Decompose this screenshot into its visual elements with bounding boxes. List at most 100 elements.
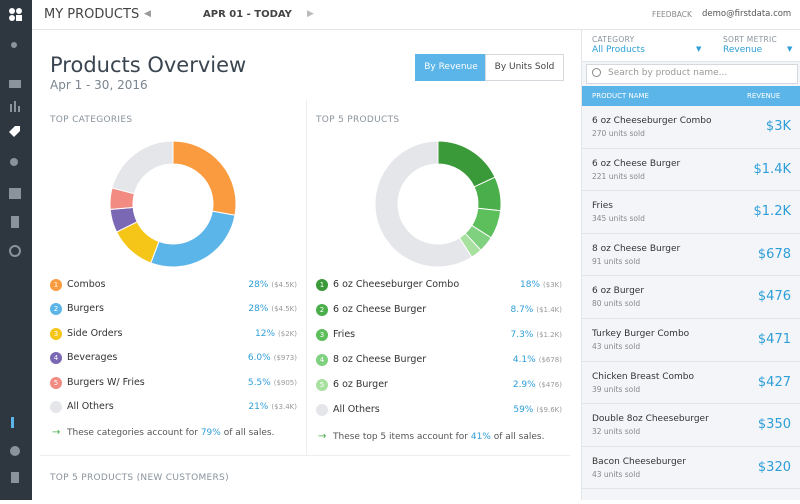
product-name: 6 oz Cheeseburger Combo <box>592 116 712 126</box>
revenue: $678 <box>757 246 791 262</box>
donut-segment[interactable] <box>111 140 174 195</box>
page-title: Products Overview <box>50 53 247 77</box>
donut-segment[interactable] <box>172 140 237 216</box>
user-email[interactable]: demo@firstdata.com <box>702 9 792 19</box>
sort-select[interactable]: Revenue <box>723 45 763 55</box>
units-sold: 345 units sold <box>592 214 645 224</box>
product-name: Double 8oz Cheeseburger <box>592 414 709 425</box>
sidebar-icons <box>9 8 22 483</box>
category-label: CATEGORY <box>592 35 635 44</box>
item-name[interactable]: Fries <box>333 329 356 340</box>
share-label: 21% <box>248 402 269 412</box>
next-arrow[interactable]: ▶ <box>307 9 314 19</box>
item-name[interactable]: 8 oz Cheese Burger <box>333 354 427 365</box>
item-name[interactable]: All Others <box>333 404 380 415</box>
units-sold: 43 units sold <box>592 342 641 351</box>
product-row[interactable] <box>582 361 800 405</box>
rank-badge: 2 <box>316 304 328 316</box>
rank-badge: 1 <box>50 279 62 291</box>
revenue: $1.2K <box>753 204 791 220</box>
column-header[interactable]: PRODUCT NAME <box>592 92 649 100</box>
units-sold: 270 units sold <box>592 129 645 138</box>
item-name[interactable]: Burgers W/ Fries <box>67 376 145 388</box>
item-value: 28% ($4.5K) <box>248 280 297 290</box>
item-value: 4.1% ($678) <box>513 355 562 365</box>
item-name[interactable]: Beverages <box>67 352 118 364</box>
item-value: 59% ($9.6K) <box>513 405 562 415</box>
page-subtitle: Apr 1 - 30, 2016 <box>50 78 148 92</box>
units-sold: 43 units sold <box>592 469 641 479</box>
item-value: 2.9% ($476) <box>513 380 562 390</box>
sort-label: SORT METRIC <box>723 35 778 44</box>
footnote-part: 79% <box>200 428 221 439</box>
share-label: 28% <box>248 280 269 290</box>
product-name: 6 oz Burger <box>592 286 645 297</box>
rank-badge: 1 <box>316 279 328 291</box>
item-value: 8.7% ($1.4K) <box>510 305 562 315</box>
amount: ($678) <box>538 356 562 364</box>
share-label: 5.5% <box>247 377 271 388</box>
revenue: $471 <box>757 332 791 347</box>
donut-segment[interactable] <box>150 210 236 268</box>
rank-badge: 2 <box>50 303 62 316</box>
item-name[interactable]: All Others <box>67 401 114 412</box>
rank-badge: 5 <box>50 376 62 389</box>
item-name[interactable]: 6 oz Cheese Burger <box>333 304 427 315</box>
category-select[interactable]: All Products <box>592 45 645 55</box>
divider <box>306 100 307 455</box>
product-row[interactable] <box>582 233 800 277</box>
amount: ($9.6K) <box>536 406 562 414</box>
button-units[interactable]: By Units Sold <box>485 54 564 81</box>
amount: ($905) <box>273 378 297 387</box>
feedback[interactable]: FEEDBACK <box>652 10 692 19</box>
item-value: 7.3% ($1.2K) <box>510 330 562 340</box>
footnote-part: These categories account for <box>67 428 201 439</box>
units-sold: 80 units sold <box>592 299 641 309</box>
item-name[interactable]: Burgers <box>67 303 105 315</box>
amount: ($1.4K) <box>536 306 562 314</box>
amount: ($4.5K) <box>271 305 297 314</box>
top-bar: MY PRODUCTS ◀ APR 01 - TODAY ▶ FEEDBACK … <box>32 0 800 30</box>
product-name: Fries <box>592 201 613 212</box>
amount: ($1.2K) <box>536 331 562 339</box>
product-row[interactable] <box>582 106 800 149</box>
donut-charts <box>109 140 502 268</box>
share-label: 6.0% <box>247 353 271 364</box>
date-range[interactable]: APR 01 - TODAY <box>203 9 292 20</box>
dropdown-arrow: ▼ <box>696 45 702 53</box>
search-icon <box>592 68 601 77</box>
item-value: 18% ($3K) <box>520 280 562 290</box>
rank-badge: 3 <box>316 329 328 341</box>
share-label: 7.3% <box>510 330 534 340</box>
section-title: TOP 5 PRODUCTS (NEW CUSTOMERS) <box>50 473 229 483</box>
amount: ($973) <box>273 354 297 363</box>
item-name[interactable]: 6 oz Burger <box>333 379 388 390</box>
app-title: MY PRODUCTS <box>44 7 140 22</box>
product-row[interactable] <box>582 276 800 319</box>
item-name[interactable]: Side Orders <box>67 327 123 339</box>
units-sold: 39 units sold <box>592 384 641 394</box>
item-value: 5.5% ($905) <box>248 378 297 388</box>
column-header[interactable]: REVENUE <box>747 92 781 100</box>
amount: ($3.4K) <box>271 403 297 411</box>
product-row[interactable] <box>582 319 800 362</box>
product-row[interactable] <box>582 191 800 234</box>
arrow: → <box>318 431 327 442</box>
rank-badge: 4 <box>316 354 328 366</box>
search-box[interactable] <box>586 64 798 84</box>
prev-arrow[interactable]: ◀ <box>144 9 151 19</box>
item-name[interactable]: Combos <box>67 279 106 290</box>
share-label: 8.7% <box>510 305 534 315</box>
share-label: 4.1% <box>512 355 536 365</box>
product-row[interactable] <box>582 446 800 490</box>
revenue: $476 <box>757 289 791 305</box>
item-name[interactable]: 6 oz Cheeseburger Combo <box>333 279 460 290</box>
product-row[interactable] <box>582 404 800 447</box>
donut-segment[interactable] <box>374 140 473 268</box>
share-label: 59% <box>513 405 534 415</box>
product-row[interactable] <box>582 148 800 192</box>
item-value: 21% ($3.4K) <box>248 402 297 412</box>
donut-segment[interactable] <box>437 140 496 188</box>
product-name: Turkey Burger Combo <box>592 329 690 339</box>
